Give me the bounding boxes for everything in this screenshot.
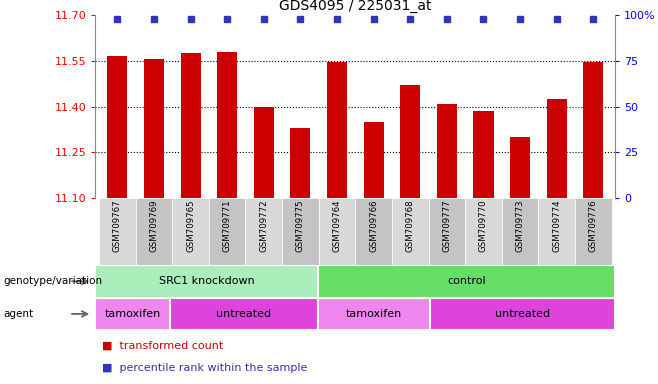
Text: tamoxifen: tamoxifen	[345, 309, 402, 319]
Text: ■  transformed count: ■ transformed count	[102, 340, 223, 350]
Text: control: control	[447, 276, 486, 286]
Bar	[583, 62, 603, 198]
Text: GSM709765: GSM709765	[186, 200, 195, 252]
Title: GDS4095 / 225031_at: GDS4095 / 225031_at	[279, 0, 432, 13]
Text: genotype/variation: genotype/variation	[3, 276, 103, 286]
Bar	[465, 198, 502, 265]
Bar	[575, 198, 611, 265]
Text: agent: agent	[3, 309, 34, 319]
Bar	[144, 60, 164, 198]
Text: GSM709775: GSM709775	[296, 200, 305, 252]
Bar	[502, 198, 538, 265]
Bar	[180, 53, 201, 198]
Bar	[318, 198, 355, 265]
Bar	[254, 107, 274, 198]
Text: GSM709771: GSM709771	[222, 200, 232, 252]
Bar	[318, 265, 615, 298]
Bar	[428, 198, 465, 265]
Text: GSM709773: GSM709773	[516, 200, 524, 252]
Bar	[538, 198, 575, 265]
Text: GSM709770: GSM709770	[479, 200, 488, 252]
Bar	[170, 298, 318, 330]
Text: GSM709772: GSM709772	[259, 200, 268, 252]
Bar	[99, 198, 136, 265]
Bar	[355, 198, 392, 265]
Text: untreated: untreated	[216, 309, 272, 319]
Bar	[290, 129, 311, 198]
Bar	[318, 298, 430, 330]
Bar	[95, 265, 318, 298]
Text: GSM709774: GSM709774	[552, 200, 561, 252]
Bar	[327, 62, 347, 198]
Text: GSM709776: GSM709776	[589, 200, 597, 252]
Bar	[282, 198, 318, 265]
Bar	[245, 198, 282, 265]
Text: GSM709766: GSM709766	[369, 200, 378, 252]
Text: GSM709777: GSM709777	[442, 200, 451, 252]
Bar	[437, 104, 457, 198]
Text: untreated: untreated	[495, 309, 550, 319]
Bar	[510, 137, 530, 198]
Text: GSM709764: GSM709764	[332, 200, 342, 252]
Bar	[547, 99, 567, 198]
Text: SRC1 knockdown: SRC1 knockdown	[159, 276, 255, 286]
Bar	[400, 85, 420, 198]
Bar	[95, 298, 170, 330]
Bar	[172, 198, 209, 265]
Bar	[430, 298, 615, 330]
Bar	[107, 56, 128, 198]
Bar	[392, 198, 428, 265]
Bar	[364, 122, 384, 198]
Bar	[217, 53, 238, 198]
Bar	[473, 111, 494, 198]
Bar	[209, 198, 245, 265]
Text: GSM709769: GSM709769	[149, 200, 159, 252]
Text: GSM709768: GSM709768	[406, 200, 415, 252]
Bar	[136, 198, 172, 265]
Text: tamoxifen: tamoxifen	[105, 309, 161, 319]
Text: GSM709767: GSM709767	[113, 200, 122, 252]
Text: ■  percentile rank within the sample: ■ percentile rank within the sample	[102, 362, 307, 373]
